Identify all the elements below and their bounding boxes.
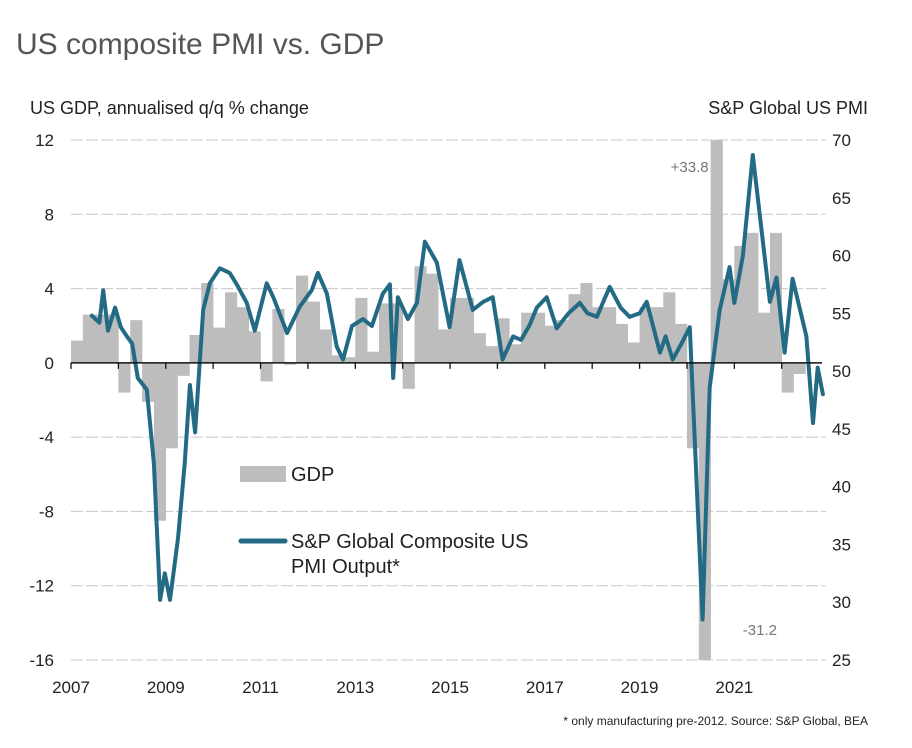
legend-pmi-line2: PMI Output* — [291, 556, 400, 578]
x-tick-label: 2019 — [621, 678, 659, 697]
chart-title: US composite PMI vs. GDP — [16, 28, 384, 61]
gdp-bar — [651, 307, 664, 363]
gdp-bar — [402, 362, 415, 389]
right-tick-label: 25 — [832, 651, 851, 670]
gdp-bar — [722, 279, 735, 363]
gdp-bar — [604, 307, 617, 363]
pmi-series — [89, 153, 825, 622]
x-tick-label: 2013 — [336, 678, 374, 697]
x-tick-label: 2021 — [715, 678, 753, 697]
gdp-bar — [153, 362, 167, 521]
gdp-bar — [343, 357, 356, 363]
x-tick-label: 2007 — [52, 678, 90, 697]
gdp-bar — [758, 312, 771, 363]
gdp-bar — [378, 303, 392, 363]
gdp-bar — [367, 351, 380, 363]
x-tick-label: 2015 — [431, 678, 469, 697]
gdp-bar — [509, 344, 522, 363]
right-tick-label: 70 — [832, 131, 851, 150]
gdp-bar — [438, 329, 451, 363]
gdp-bar — [248, 331, 261, 363]
gdp-bar — [627, 342, 640, 363]
gdp-bar — [355, 297, 368, 363]
right-tick-label: 35 — [832, 535, 851, 554]
gdp-bar — [485, 346, 498, 363]
gdp-bar — [793, 362, 806, 374]
gdp-bar — [473, 333, 486, 363]
gdp-bar — [556, 320, 569, 363]
gdp-bar — [94, 314, 107, 363]
gdp-bar — [639, 307, 652, 363]
legend: GDP S&P Global Composite US PMI Output* — [238, 464, 534, 578]
gdp-bars — [71, 140, 806, 660]
gdp-bar — [82, 314, 95, 363]
right-tick-label: 45 — [832, 420, 851, 439]
gdp-bar — [746, 232, 759, 363]
left-tick-label: 8 — [45, 205, 54, 224]
gdp-bar — [769, 232, 783, 363]
annotation-gdp-high: +33.8 — [671, 159, 709, 176]
gdp-bar — [177, 362, 190, 376]
x-tick-label: 2017 — [526, 678, 564, 697]
gdp-bar — [118, 362, 131, 393]
gdp-bar — [461, 297, 475, 363]
gdp-bar — [544, 325, 557, 363]
gdp-bar — [319, 329, 332, 363]
gdp-bar — [580, 283, 593, 363]
gdp-bar — [165, 362, 178, 449]
gdp-bar — [615, 323, 629, 363]
x-tick-label: 2009 — [147, 678, 185, 697]
legend-gdp-label: GDP — [291, 464, 334, 486]
gdp-bar — [284, 362, 297, 365]
gdp-bar — [224, 292, 238, 363]
legend-pmi-line1: S&P Global Composite US — [291, 531, 529, 553]
gdp-bar — [260, 362, 273, 382]
left-axis-label: US GDP, annualised q/q % change — [30, 98, 309, 118]
left-tick-label: -4 — [39, 428, 54, 447]
legend-pmi-label: S&P Global Composite US PMI Output* — [291, 531, 534, 578]
grid — [71, 139, 826, 661]
gdp-bar — [213, 327, 226, 363]
left-tick-label: 4 — [45, 280, 54, 299]
right-axis-label: S&P Global US PMI — [708, 98, 868, 118]
x-tick-label: 2011 — [242, 678, 279, 697]
right-tick-label: 55 — [832, 304, 851, 323]
gdp-bar — [236, 307, 249, 363]
gdp-bar — [331, 355, 344, 363]
gdp-bar — [592, 307, 605, 363]
left-tick-label: -8 — [39, 502, 54, 521]
right-tick-label: 50 — [832, 362, 851, 381]
annotation-gdp-low: -31.2 — [743, 622, 777, 639]
right-tick-label: 60 — [832, 247, 851, 266]
right-tick-label: 40 — [832, 478, 851, 497]
gdp-bar — [71, 340, 84, 363]
gdp-bar — [307, 301, 321, 363]
left-tick-label: 0 — [45, 354, 54, 373]
pmi-line — [89, 153, 825, 622]
gdp-bar — [532, 312, 546, 363]
left-tick-label: -12 — [29, 577, 54, 596]
gdp-bar — [426, 273, 439, 363]
gdp-bar — [296, 275, 309, 363]
right-tick-label: 30 — [832, 593, 851, 612]
legend-gdp-swatch — [240, 466, 286, 482]
footnote: * only manufacturing pre-2012. Source: S… — [563, 714, 868, 728]
left-tick-label: -16 — [29, 651, 54, 670]
right-tick-label: 65 — [832, 189, 851, 208]
left-tick-label: 12 — [35, 131, 54, 150]
gdp-bar — [781, 362, 794, 393]
